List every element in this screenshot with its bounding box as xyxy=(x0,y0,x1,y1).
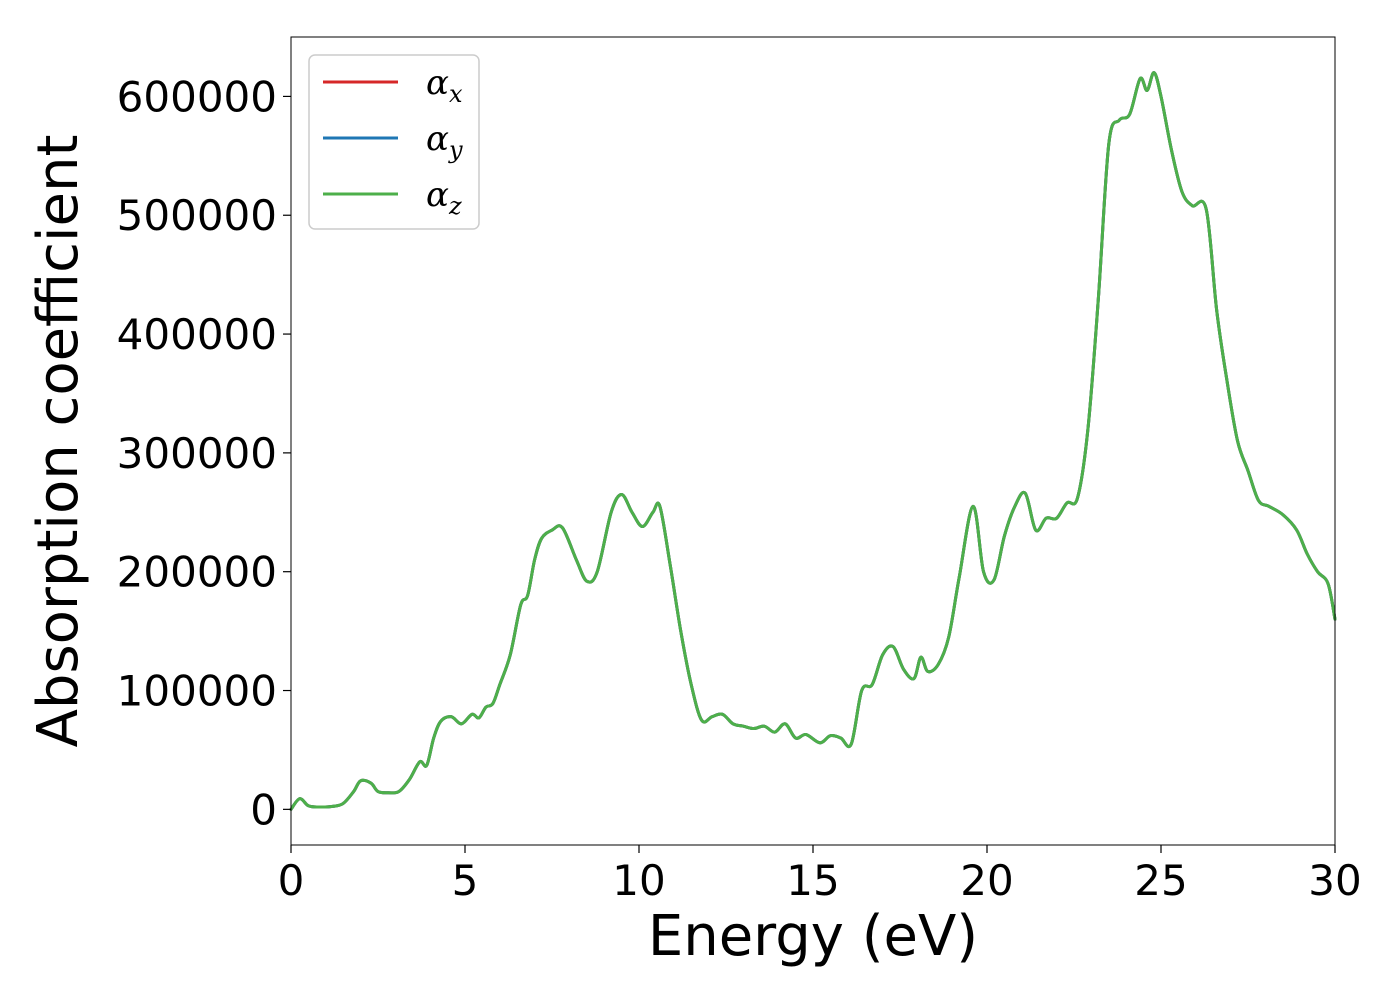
x-tick-label: 0 xyxy=(278,856,305,905)
legend: αx αy αz xyxy=(308,54,480,230)
plot-lines xyxy=(289,71,1337,811)
y-tick-label: 400000 xyxy=(117,310,277,359)
legend-label-alpha-x: αx xyxy=(426,63,463,108)
x-axis-ticks: 0 5 10 15 20 25 30 xyxy=(278,845,1362,905)
legend-label-alpha-y: αy xyxy=(426,119,463,164)
legend-label-alpha-z: αz xyxy=(426,175,462,220)
y-tick-label: 300000 xyxy=(117,429,277,478)
x-tick-label: 10 xyxy=(612,856,665,905)
y-tick-label: 100000 xyxy=(117,667,277,716)
x-tick-label: 20 xyxy=(960,856,1013,905)
y-tick-label: 200000 xyxy=(117,548,277,597)
legend-box xyxy=(308,54,480,230)
y-tick-label: 600000 xyxy=(117,72,277,121)
x-tick-label: 30 xyxy=(1308,856,1361,905)
series-line-alpha-z xyxy=(289,71,1337,811)
x-axis-title: Energy (eV) xyxy=(648,904,978,969)
y-axis-ticks: 0 100000 200000 300000 400000 500000 600000 xyxy=(117,72,291,834)
x-tick-label: 15 xyxy=(786,856,839,905)
x-tick-label: 25 xyxy=(1134,856,1187,905)
y-tick-label: 500000 xyxy=(117,191,277,240)
y-tick-label: 0 xyxy=(250,785,277,834)
y-axis-title: Absorption coefficient xyxy=(26,135,91,748)
x-tick-label: 5 xyxy=(452,856,479,905)
